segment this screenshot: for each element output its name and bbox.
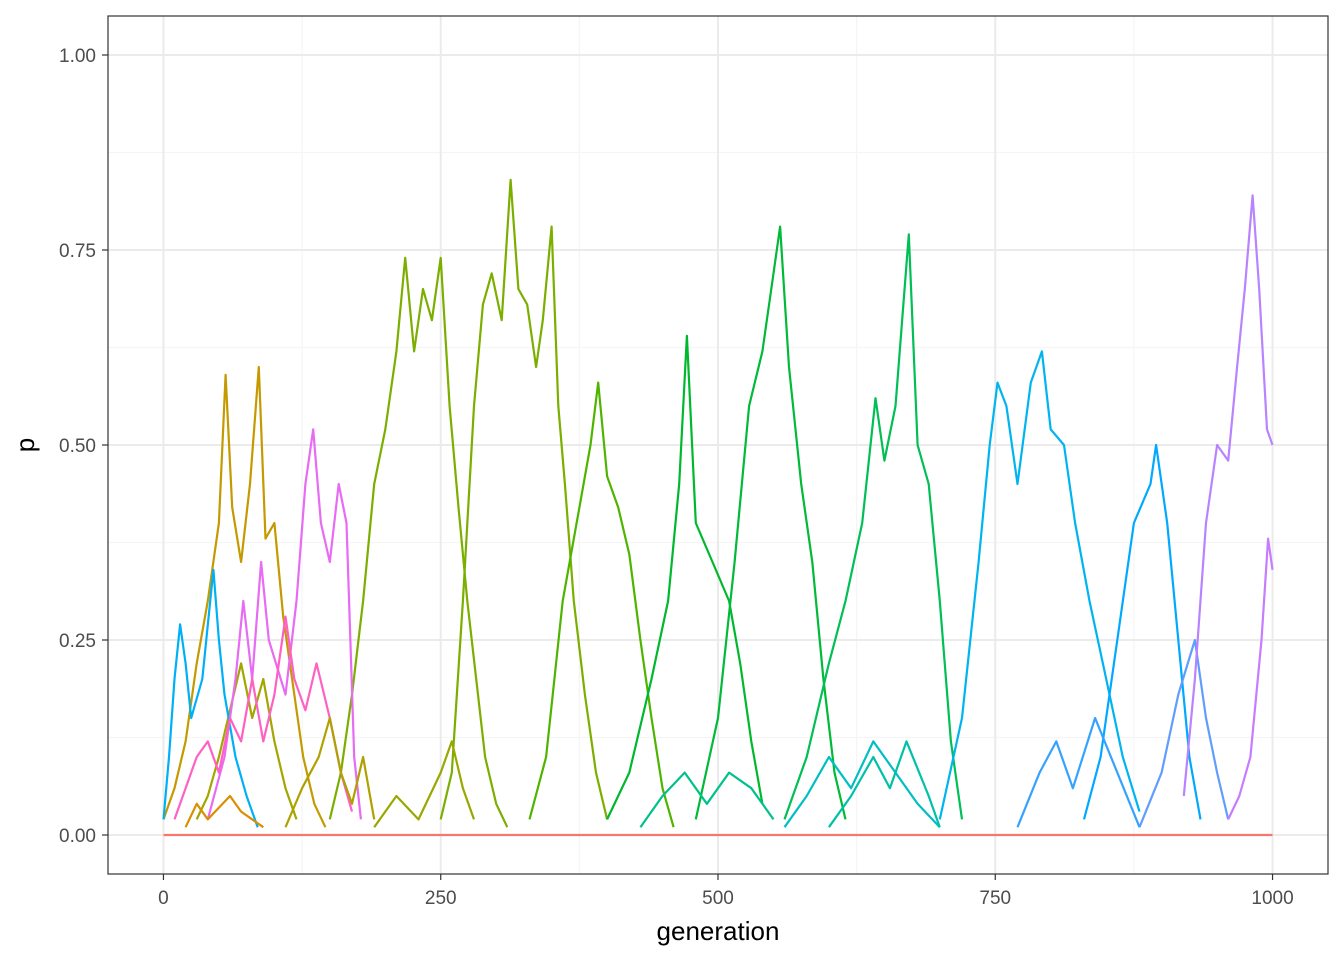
x-tick-label: 750 [979, 888, 1011, 909]
series-line-10 [783, 740, 941, 828]
x-tick-label: 250 [425, 888, 457, 909]
series-line-16 [206, 428, 362, 820]
series-line-23 [1016, 716, 1141, 828]
series-line-6 [606, 334, 764, 820]
series-line-7 [694, 225, 847, 820]
series-line-17 [1227, 537, 1274, 820]
series-line-3 [328, 256, 509, 828]
series-line-1 [162, 365, 327, 828]
x-axis: 0 250 500 750 1000 [158, 874, 1294, 909]
y-tick-label: 0.00 [59, 826, 96, 847]
y-tick-label: 1.00 [59, 46, 96, 67]
series-line-4 [439, 178, 609, 820]
series-line-13 [162, 568, 259, 828]
series-line-19 [184, 794, 264, 829]
series-line-12 [1082, 443, 1202, 820]
y-tick-label: 0.25 [59, 631, 96, 652]
x-tick-label: 500 [702, 888, 734, 909]
series-line-21 [373, 740, 476, 828]
y-tick-label: 0.75 [59, 241, 96, 262]
y-axis-title: p [10, 438, 40, 452]
series-line-2 [195, 662, 298, 820]
x-tick-label: 0 [158, 888, 169, 909]
series-line-22 [828, 740, 941, 828]
series-line-20 [284, 716, 376, 828]
series-line-11 [938, 350, 1141, 820]
series-line-14 [1138, 638, 1230, 828]
series-line-5 [528, 381, 675, 828]
y-tick-label: 0.50 [59, 436, 96, 457]
series-line-9 [639, 771, 775, 828]
series-line-15 [1182, 194, 1274, 797]
series-layer [162, 178, 1274, 837]
x-axis-title: generation [657, 916, 780, 946]
y-axis: 0.00 0.25 0.50 0.75 1.00 [59, 46, 108, 847]
x-tick-label: 1000 [1251, 888, 1293, 909]
series-line-18 [173, 615, 354, 820]
series-line-8 [783, 233, 964, 820]
